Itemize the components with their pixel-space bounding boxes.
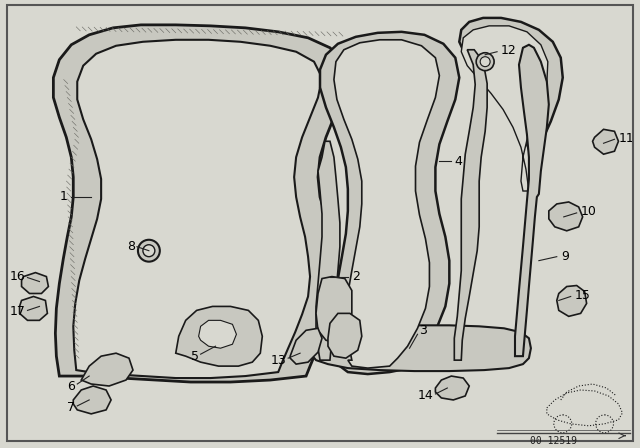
Text: 6: 6 — [67, 379, 76, 392]
Polygon shape — [328, 314, 362, 358]
Text: 12: 12 — [501, 44, 517, 57]
Polygon shape — [290, 328, 322, 364]
Polygon shape — [316, 141, 340, 360]
Text: 7: 7 — [67, 401, 76, 414]
Polygon shape — [515, 45, 549, 356]
Text: 5: 5 — [191, 349, 198, 363]
Text: 16: 16 — [10, 270, 26, 283]
Text: 00 12519: 00 12519 — [531, 436, 577, 446]
Text: 13: 13 — [271, 353, 286, 366]
Polygon shape — [454, 50, 487, 360]
Text: 10: 10 — [580, 205, 596, 219]
Polygon shape — [461, 26, 548, 191]
Text: 14: 14 — [418, 389, 433, 402]
Circle shape — [480, 57, 490, 67]
Polygon shape — [557, 285, 587, 316]
Circle shape — [138, 240, 160, 262]
Text: 11: 11 — [618, 132, 634, 145]
Polygon shape — [20, 297, 47, 320]
Polygon shape — [22, 272, 49, 293]
Polygon shape — [593, 129, 618, 154]
Text: 1: 1 — [60, 190, 67, 203]
Polygon shape — [81, 353, 133, 386]
Circle shape — [476, 53, 494, 71]
Polygon shape — [198, 320, 236, 348]
Text: 4: 4 — [454, 155, 462, 168]
Polygon shape — [73, 386, 111, 414]
Text: 3: 3 — [419, 324, 428, 337]
Polygon shape — [460, 18, 563, 194]
Polygon shape — [176, 306, 262, 366]
Polygon shape — [316, 276, 352, 343]
Text: 8: 8 — [127, 240, 135, 253]
Polygon shape — [549, 202, 582, 231]
Text: 15: 15 — [575, 289, 591, 302]
Polygon shape — [73, 40, 322, 378]
Polygon shape — [310, 325, 531, 371]
Text: 9: 9 — [561, 250, 568, 263]
Polygon shape — [320, 32, 460, 374]
Circle shape — [143, 245, 155, 257]
Polygon shape — [435, 376, 469, 400]
Text: 2: 2 — [352, 270, 360, 283]
Text: 17: 17 — [10, 305, 26, 318]
Polygon shape — [334, 40, 440, 368]
Polygon shape — [53, 25, 346, 382]
